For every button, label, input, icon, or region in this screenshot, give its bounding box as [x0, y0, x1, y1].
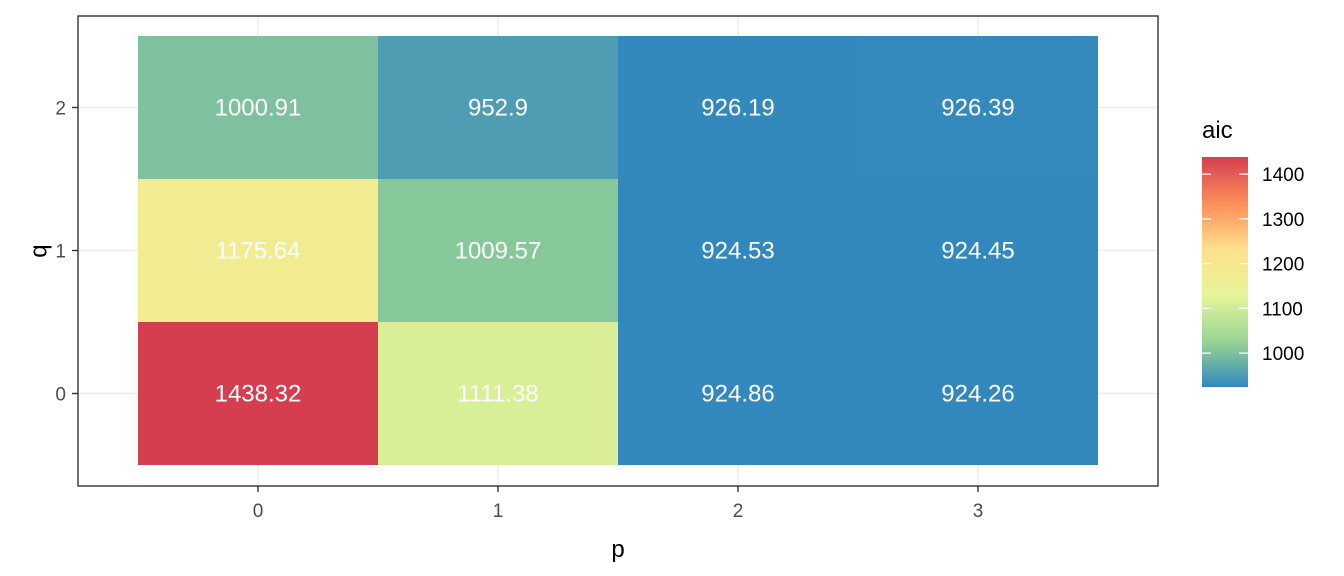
cell-value-label: 926.39	[941, 95, 1014, 122]
x-axis-title: p	[611, 536, 624, 563]
legend-label: 1100	[1262, 299, 1303, 320]
cell-value-label: 924.86	[701, 381, 774, 408]
cell-value-label: 926.19	[701, 95, 774, 122]
heatmap-cell	[858, 179, 1098, 322]
cell-value-label: 924.45	[941, 238, 1014, 265]
heatmap-cell	[138, 179, 378, 322]
x-tick-label: 2	[733, 501, 744, 522]
axes: 0 1 2 3 0 1 2	[55, 99, 983, 523]
y-tick-label: 0	[55, 385, 66, 406]
legend-label: 1300	[1262, 210, 1304, 231]
y-tick-label: 2	[55, 99, 66, 120]
heatmap-cell	[378, 179, 618, 322]
cell-value-label: 1009.57	[455, 238, 542, 265]
heatmap-cell	[378, 36, 618, 179]
cell-value-label: 1175.64	[216, 238, 301, 265]
legend-label: 1400	[1262, 165, 1304, 186]
cell-value-label: 1111.38	[457, 381, 538, 408]
x-tick-label: 0	[253, 501, 264, 522]
heatmap-cell	[618, 36, 858, 179]
legend-label: 1000	[1262, 344, 1304, 365]
cell-value-label: 1438.32	[215, 381, 302, 408]
heatmap-cell	[618, 179, 858, 322]
y-tick-label: 1	[55, 242, 66, 263]
x-tick-label: 3	[973, 501, 984, 522]
x-tick-label: 1	[493, 501, 504, 522]
heatmap-cell	[858, 322, 1098, 465]
heatmap-cell	[858, 36, 1098, 179]
heatmap-cell	[138, 36, 378, 179]
cell-value-label: 1000.91	[215, 95, 302, 122]
y-axis-title: q	[25, 244, 52, 257]
heatmap-cell	[378, 322, 618, 465]
heatmap-cells: 1438.32 1111.38 924.86 924.26 1175.64 1009.57…	[138, 36, 1098, 465]
legend-label: 1200	[1262, 255, 1304, 276]
cell-value-label: 924.53	[701, 238, 774, 265]
color-legend: aic 1000 1100 1200 1300 1400	[1202, 117, 1304, 387]
legend-color-bar	[1202, 157, 1248, 387]
legend-title: aic	[1202, 117, 1233, 144]
heatmap-cell	[618, 322, 858, 465]
cell-value-label: 952.9	[468, 95, 528, 122]
heatmap-cell	[138, 322, 378, 465]
cell-value-label: 924.26	[941, 381, 1014, 408]
